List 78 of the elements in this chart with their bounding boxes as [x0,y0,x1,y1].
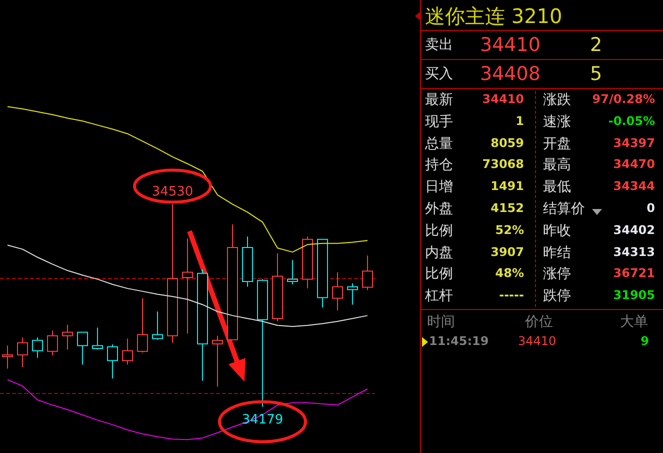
text: 36721 [613,266,655,280]
candlestick [62,324,73,350]
text: 34408 [480,63,540,85]
candlestick [287,260,298,285]
candlestick [137,298,148,354]
text: 涨跌 [543,91,571,109]
text: 速涨 [543,112,571,131]
text: 涨停 [543,265,571,284]
text: 卖出 [425,36,453,54]
text: 最高 [543,156,571,174]
candlestick [92,327,103,350]
candlestick [227,224,238,340]
text: 持仓 [425,156,453,174]
text: 97/0.28% [592,92,655,106]
text: 外盘 [425,200,453,218]
text: 买入 [425,65,453,83]
candlestick [17,337,28,368]
candlestick [32,337,43,358]
candlestick [182,238,193,334]
text: 现手 [425,112,453,131]
text: 跌停 [543,287,571,306]
text: 时间 [427,313,455,331]
text: 结算价 [543,200,585,218]
candlestick [332,272,343,311]
candlestick [197,268,208,382]
text: 杠杆 [425,287,453,306]
text: 3907 [490,244,524,259]
candlestick [317,238,328,308]
text: 价位 [525,313,553,331]
text: 开盘 [543,134,571,153]
text: 34344 [613,179,655,194]
text: 5 [590,63,602,85]
candlestick [47,330,58,356]
candlestick [257,278,268,408]
text: 比例 [425,265,453,284]
candlestick [122,338,133,366]
candlestick [167,204,178,344]
text: 内盘 [425,244,453,262]
text: 日增 [425,178,453,196]
text: 0 [646,201,655,215]
text: 4152 [490,201,524,215]
candlestick [362,255,373,291]
text: 31905 [613,288,655,302]
candlestick [152,311,163,340]
text: 34313 [613,244,655,259]
text: 8059 [490,136,524,150]
text: 34402 [613,222,655,237]
text: 大单 [620,313,648,331]
text: 总量 [425,134,453,153]
text: -0.05% [608,114,655,128]
text: 2 [590,34,602,56]
text: ----- [499,288,524,302]
text: 9 [640,334,649,348]
candlestick [242,236,253,288]
text: 最低 [543,178,571,196]
candlestick [107,344,118,379]
text: 昨结 [543,244,571,262]
candlestick [347,282,358,306]
text: 比例 [425,222,453,240]
text: 34410 [482,92,524,106]
text: 昨收 [543,222,571,240]
text: 11:45:19 [429,334,489,348]
text: 1491 [490,179,524,194]
text: 48% [495,266,524,280]
text: 1 [516,114,524,128]
text: 34410 [480,34,540,56]
text: 52% [495,222,524,237]
text: 34410 [518,334,556,348]
text: 迷你主连 3210 [425,3,562,30]
text: 最新 [425,91,453,109]
text: 34397 [613,136,655,150]
candlestick [77,332,88,366]
annotation: 34530 [152,184,194,200]
candlestick [212,335,223,388]
text: 34470 [613,157,655,172]
text: 73068 [482,157,524,172]
candlestick [302,236,313,289]
candlestick [272,252,283,322]
